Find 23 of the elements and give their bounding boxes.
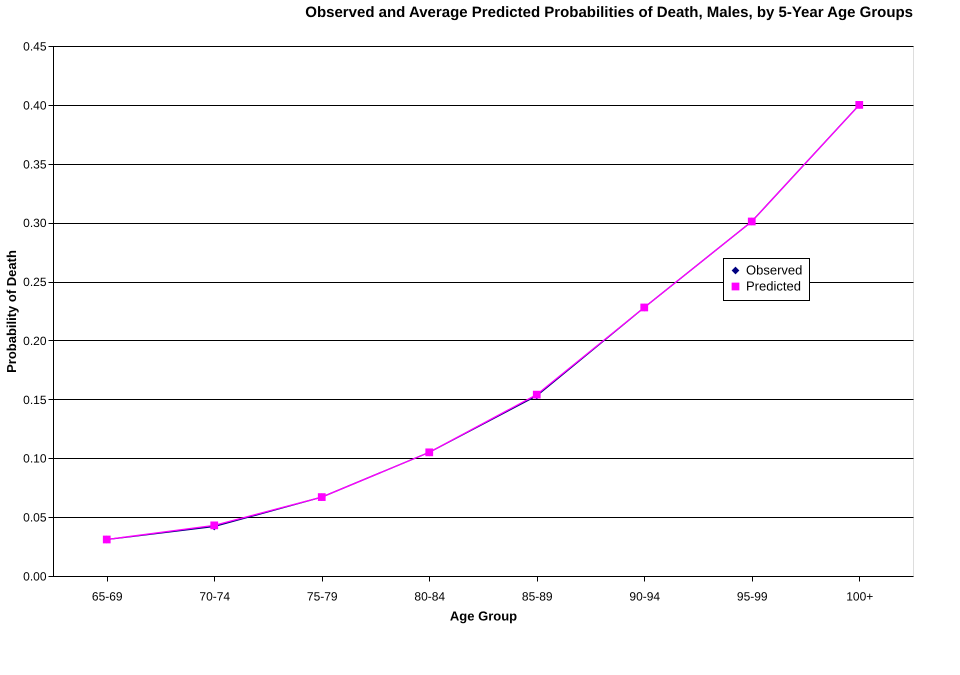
- x-tick-label: 65-69: [92, 590, 123, 604]
- y-axis-title: Probability of Death: [4, 250, 20, 373]
- y-tick-label: 0.25: [23, 275, 47, 290]
- y-tick-label: 0.00: [23, 570, 47, 584]
- y-tick-label: 0.30: [23, 216, 47, 230]
- chart-title: Observed and Average Predicted Probabilities of Death, Males, by 5-Year Age Groups: [305, 4, 913, 21]
- x-tick-label: 85-89: [522, 590, 553, 604]
- y-tick-label: 0.05: [23, 510, 47, 525]
- y-tick-label: 0.10: [23, 452, 47, 466]
- x-tick-label: 80-84: [414, 590, 446, 604]
- x-tick-label: 100+: [846, 590, 874, 604]
- x-tick-label: 95-99: [736, 590, 768, 604]
- legend-label: Predicted: [746, 278, 801, 294]
- y-tick-label: 0.35: [23, 157, 47, 172]
- legend-label: Observed: [746, 262, 802, 278]
- x-tick-label: 75-79: [306, 590, 338, 604]
- x-tick-label: 70-74: [199, 590, 230, 604]
- y-tick-label: 0.40: [23, 98, 47, 112]
- y-tick-label: 0.15: [23, 392, 47, 407]
- y-tick-label: 0.45: [23, 40, 47, 54]
- x-axis-title: Age Group: [450, 608, 518, 624]
- y-tick-label: 0.20: [23, 334, 47, 348]
- x-tick-label: 90-94: [629, 590, 660, 604]
